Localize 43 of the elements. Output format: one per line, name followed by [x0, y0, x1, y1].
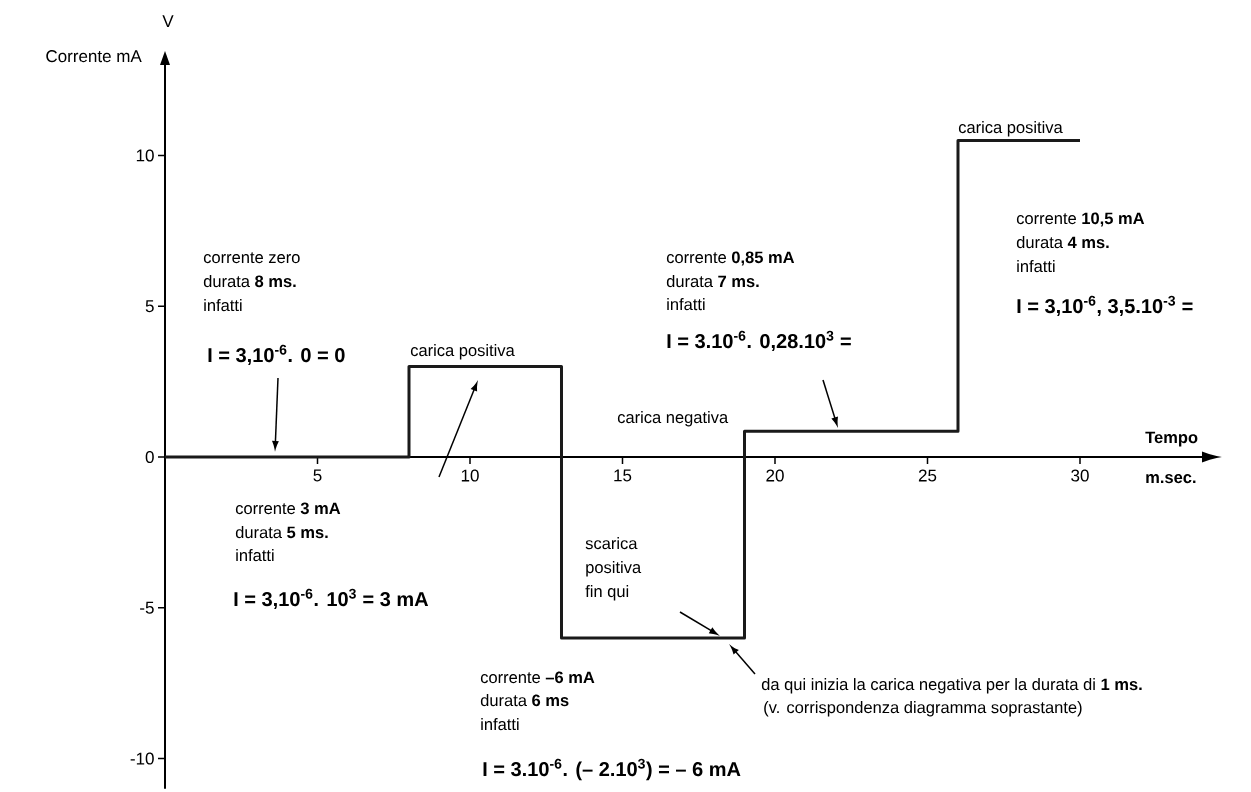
x-tick-label: 20 — [766, 469, 784, 482]
annotation: carica positiva — [410, 344, 515, 360]
y-tick-label: 5 — [145, 300, 154, 313]
x-tick-label: 5 — [313, 469, 322, 482]
annotation: infatti — [481, 718, 519, 731]
annotation: corrente 0,85 mA — [666, 251, 795, 266]
annotation: durata 4 ms. — [1016, 236, 1109, 249]
x-tick-label: 15 — [614, 469, 632, 482]
annotation: durata 7 ms. — [666, 275, 759, 288]
annotation: da qui inizia la carica negativa per la durata di 1 ms. — [761, 678, 1142, 694]
y-tick-label: -5 — [140, 601, 154, 614]
annotation: corrente 10,5 mA — [1016, 212, 1145, 227]
x-axis-title: Tempo — [1145, 431, 1198, 447]
annotation: scarica — [585, 537, 638, 550]
annotation: durata 6 ms — [480, 694, 569, 707]
y-tick-label: 10 — [136, 149, 154, 162]
y-tick-label: -10 — [130, 752, 154, 765]
annotation: infatti — [667, 298, 705, 311]
annotation: corrente zero — [203, 252, 300, 264]
x-tick-label: 25 — [918, 469, 937, 482]
annotation: corrente –6 mA — [480, 671, 595, 684]
annotation: carica positiva — [958, 121, 1063, 137]
annotation: infatti — [236, 549, 274, 562]
annotation: corrente 3 mA — [235, 502, 341, 515]
annotation: infatti — [204, 299, 242, 312]
annotation: durata 8 ms. — [203, 275, 296, 288]
x-tick-label: 10 — [461, 469, 479, 482]
annotation: fin qui — [585, 585, 629, 601]
y-axis-title: Corrente mA — [46, 50, 142, 63]
x-tick-label: 30 — [1071, 469, 1089, 482]
annotation: m.sec. — [1146, 474, 1196, 484]
annotation: (v. corrispondenza diagramma soprastante) — [764, 701, 1082, 717]
annotation: I = 3,10$^{-6}$, 3,5.10$^{-3}$ = — [1017, 295, 1193, 317]
annotation: durata 5 ms. — [235, 526, 328, 539]
annotation: I = 3,10$^{-6}$. 0 = 0 — [208, 344, 345, 366]
annotation: positiva — [586, 561, 642, 577]
annotation: I = 3,10$^{-6}$. 10$^{3}$ = 3 mA — [234, 588, 429, 610]
y-tick-label: 0 — [145, 450, 154, 464]
text: V — [162, 15, 174, 27]
annotation: I = 3.10$^{-6}$. 0,28.10$^{3}$ = — [667, 330, 851, 352]
annotation: I = 3.10$^{-6}$. (– 2.10$^{3}$) = – 6 mA — [483, 758, 741, 781]
annotation: infatti — [1017, 260, 1055, 273]
annotation: carica negativa — [617, 411, 729, 427]
